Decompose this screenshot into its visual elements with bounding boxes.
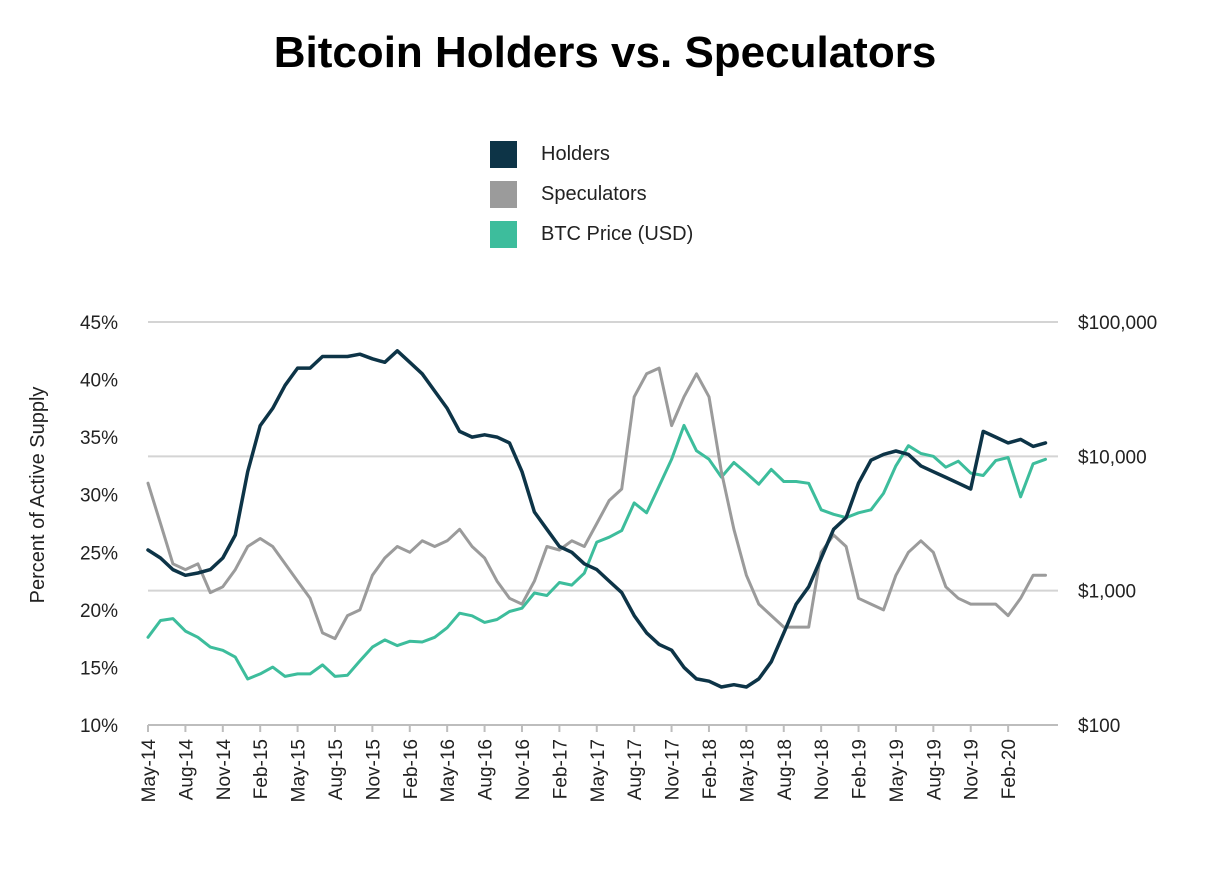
- x-tick-label: Nov-18: [812, 739, 833, 800]
- x-tick-label: Feb-15: [251, 739, 272, 799]
- y-right-tick-label: $100: [1078, 716, 1120, 737]
- x-tick-label: Feb-17: [550, 739, 571, 799]
- legend-swatch-speculators: [490, 180, 517, 208]
- legend-swatch-btc-price: [490, 220, 517, 248]
- y-right-tick-label: $100,000: [1078, 313, 1157, 334]
- legend-label-speculators: Speculators: [541, 182, 647, 205]
- x-tick-label: Aug-15: [326, 739, 347, 800]
- x-tick-label: May-17: [588, 739, 609, 802]
- x-tick-label: Aug-19: [924, 739, 945, 800]
- holders-line: [146, 349, 1048, 689]
- x-tick-label: Aug-14: [176, 739, 197, 801]
- x-tick-label: May-19: [887, 739, 908, 802]
- y-left-tick-label: 30%: [80, 486, 118, 507]
- y-left-tick-label: 45%: [80, 313, 118, 334]
- y-left-tick-label: 15%: [80, 658, 118, 679]
- x-tick-label: Feb-18: [700, 739, 721, 799]
- legend-label-holders: Holders: [541, 142, 610, 165]
- legend-item-holders: Holders: [490, 134, 693, 174]
- y-left-tick-label: 20%: [80, 601, 118, 622]
- chart-title: Bitcoin Holders vs. Speculators: [273, 28, 937, 77]
- x-tick-label: May-18: [737, 739, 758, 802]
- x-tick-label: Aug-18: [775, 739, 796, 800]
- x-tick-label: May-15: [289, 739, 310, 802]
- x-tick-label: Nov-16: [513, 739, 534, 800]
- legend-item-btc-price: BTC Price (USD): [490, 214, 693, 254]
- series-layer: [146, 349, 1048, 689]
- y-right-tick-label: $1,000: [1078, 582, 1136, 603]
- axis-layer: Percent of Active Supply 10% 15% 20% 25% 30%…: [27, 313, 1157, 802]
- x-tick-label: Nov-17: [663, 739, 684, 800]
- x-tick-label: Aug-16: [476, 739, 497, 800]
- x-tick-label: Feb-19: [850, 739, 871, 799]
- y-left-tick-label: 25%: [80, 543, 118, 564]
- x-tick-label: Nov-19: [962, 739, 983, 800]
- y-left-tick-label: 40%: [80, 371, 118, 392]
- x-tick-label: Nov-15: [363, 739, 384, 800]
- legend-label-btc-price: BTC Price (USD): [541, 222, 694, 245]
- x-tick-label: Feb-20: [999, 739, 1020, 799]
- y-left-tick-label: 10%: [80, 716, 118, 737]
- legend-item-speculators: Speculators: [490, 174, 693, 214]
- legend-swatch-holders: [490, 140, 517, 168]
- x-tick-label: May-16: [438, 739, 459, 802]
- x-tick-label: May-14: [139, 739, 160, 803]
- speculators-line: [146, 366, 1047, 641]
- grid-layer: [148, 321, 1058, 726]
- y-right-tick-label: $10,000: [1078, 447, 1147, 468]
- x-tick-label: Feb-16: [401, 739, 422, 799]
- btc-price-line: [146, 423, 1047, 681]
- y-left-tick-label: 35%: [80, 428, 118, 449]
- x-tick-label: Aug-17: [625, 739, 646, 800]
- y-axis-label: Percent of Active Supply: [27, 387, 49, 604]
- legend: Holders Speculators BTC Price (USD): [490, 134, 693, 254]
- x-tick-label: Nov-14: [214, 739, 235, 801]
